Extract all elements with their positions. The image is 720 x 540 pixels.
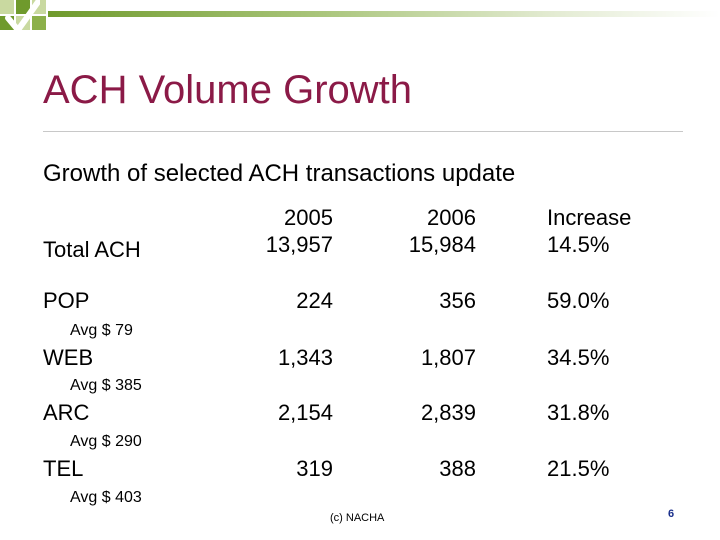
row-label-web: WEB: [43, 345, 94, 370]
title-divider: [43, 131, 683, 132]
cell-web-increase: 34.5%: [547, 345, 610, 370]
cell-total-ach-2006: 15,984: [408, 232, 476, 257]
cell-tel-increase: 21.5%: [547, 456, 610, 481]
cell-arc-2006: 2,839: [420, 400, 476, 425]
cell-arc-2005: 2,154: [277, 400, 333, 425]
cell-tel-2006: 388: [439, 456, 476, 481]
page-number: 6: [668, 508, 675, 520]
corner-square: [0, 0, 14, 14]
header-increase: Increase: [547, 205, 632, 230]
row-label-tel: TEL: [43, 456, 84, 481]
cell-web-2005: 1,343: [277, 345, 333, 370]
corner-square: [32, 16, 46, 30]
header-2006: 2006: [427, 205, 476, 230]
cell-pop-increase: 59.0%: [547, 288, 610, 313]
row-sub-pop: Avg $ 79: [70, 322, 133, 339]
cell-pop-2005: 224: [296, 288, 333, 313]
row-sub-tel: Avg $ 403: [70, 489, 142, 506]
corner-square: [16, 0, 30, 14]
cell-tel-2005: 319: [296, 456, 333, 481]
row-label-pop: POP: [43, 288, 90, 313]
slide-footer: (c) NACHA: [330, 512, 385, 524]
cell-web-2006: 1,807: [420, 345, 476, 370]
checkmark-icon: [5, 0, 40, 33]
row-label-total-ach: Total ACH: [43, 237, 141, 262]
cell-total-ach-2005: 13,957: [265, 232, 333, 257]
cell-arc-increase: 31.8%: [547, 400, 610, 425]
row-label-arc: ARC: [43, 400, 90, 425]
header-bar: [48, 11, 720, 17]
row-sub-arc: Avg $ 290: [70, 433, 142, 450]
slide-title: ACH Volume Growth: [43, 68, 413, 112]
cell-pop-2006: 356: [439, 288, 476, 313]
slide-subtitle: Growth of selected ACH transactions upda…: [43, 160, 516, 187]
row-sub-web: Avg $ 385: [70, 377, 142, 394]
header-2005: 2005: [284, 205, 333, 230]
cell-total-ach-increase: 14.5%: [547, 232, 610, 257]
